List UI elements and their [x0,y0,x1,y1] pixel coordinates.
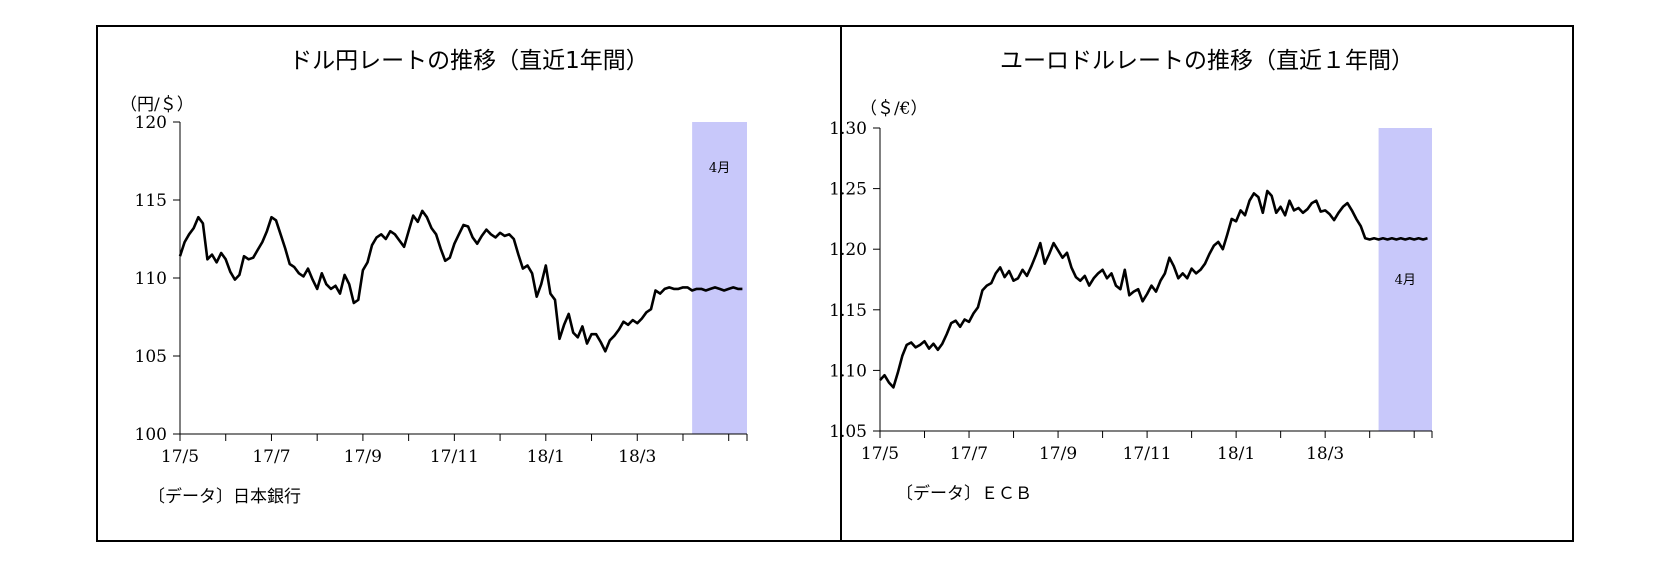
x-tick-label: 17/9 [1039,444,1077,464]
x-tick-label: 17/5 [861,444,899,464]
y-axis-unit: （円/＄） [120,95,194,115]
eurusd-plot: 4月 1.05 1.10 1.15 1.20 1.25 1.30 17/5 17/7 17/9 17… [829,119,1433,464]
y-tick-label: 1.10 [829,361,867,381]
y-tick-label: 110 [135,269,167,289]
x-tick-label: 17/9 [344,447,382,467]
highlight-label: 4月 [1395,273,1416,288]
y-tick-label: 105 [135,347,167,367]
x-tick-label: 17/7 [252,447,290,467]
x-tick-label: 18/1 [1217,444,1255,464]
y-tick-label: 115 [135,191,167,211]
y-tick-label: 1.30 [829,119,867,139]
y-axis-unit: （＄/€） [860,99,928,119]
y-tick-label: 1.20 [829,240,867,260]
chart-title: ユーロドルレートの推移（直近１年間） [1000,48,1414,74]
eurusd-chart-panel: ユーロドルレートの推移（直近１年間） （＄/€） 4月 1.05 1.10 1.15 1… [829,25,1574,542]
highlight-band [1378,128,1432,431]
x-tick-label: 18/3 [618,447,656,467]
x-tick-label: 18/1 [527,447,565,467]
usdjpy-plot: 4月 100 105 110 115 120 17/5 17/7 17/9 17/11 18/1 18… [135,113,748,467]
x-tick-label: 17/5 [161,447,199,467]
x-tick-label: 17/7 [950,444,988,464]
y-tick-label: 100 [135,425,167,445]
y-tick-label: 120 [135,113,167,133]
data-source: 〔データ〕ＥＣＢ [896,484,1032,504]
y-tick-label: 1.25 [829,180,867,200]
x-tick-label: 17/11 [1123,444,1172,464]
highlight-band [692,122,747,434]
y-tick-label: 1.05 [829,422,867,442]
x-tick-label: 17/11 [430,447,479,467]
series-line [879,189,1428,389]
data-source: 〔データ〕日本銀行 [148,487,301,507]
highlight-label: 4月 [709,161,730,176]
x-tick-label: 18/3 [1306,444,1344,464]
series-line [178,209,743,353]
chart-title: ドル円レートの推移（直近1年間） [289,48,649,74]
y-tick-label: 1.15 [829,301,867,321]
usdjpy-chart-panel: ドル円レートの推移（直近1年間） （円/＄） 4月 100 105 110 115 120… [96,25,842,542]
